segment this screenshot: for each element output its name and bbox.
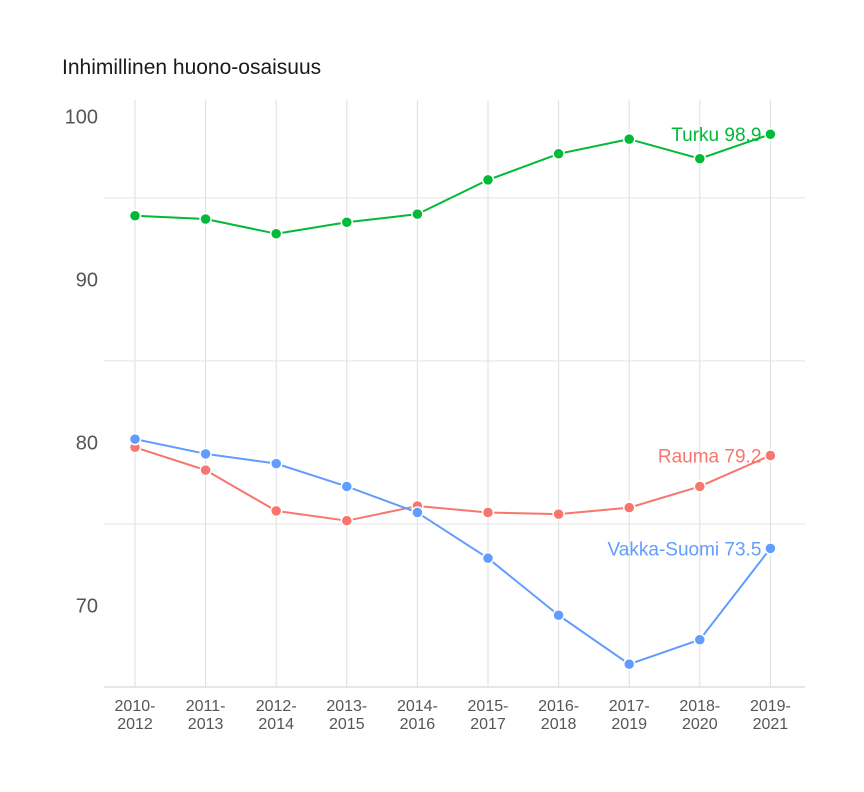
data-point-rauma [552, 507, 565, 521]
data-point-turku [340, 216, 354, 229]
data-point-turku [764, 127, 777, 141]
x-tick-label: 2011-2013 [186, 698, 226, 733]
data-point-rauma [199, 463, 212, 477]
data-point-rauma [764, 449, 777, 462]
end-label-turku: Turku 98.9 [671, 125, 761, 146]
grid-layer [104, 100, 805, 687]
label-layer: Turku 98.9 Rauma 79.2 Vakka-Suomi 73.5 [608, 125, 762, 560]
x-tick-label: 2015-2017 [468, 698, 509, 733]
data-point-turku [128, 209, 142, 223]
data-point-vakka-suomi [411, 506, 424, 519]
data-point-turku [622, 132, 636, 146]
y-tick-label: 80 [76, 432, 98, 454]
x-tick-label: 2018-2020 [679, 698, 720, 733]
x-tick-label: 2013-2015 [326, 698, 367, 733]
series-layer [128, 127, 777, 671]
data-point-turku [269, 227, 283, 240]
y-tick-label: 90 [76, 269, 98, 291]
x-tick-label: 2016-2018 [538, 698, 579, 733]
data-point-turku [693, 152, 707, 165]
end-label-vakka-suomi: Vakka-Suomi 73.5 [608, 539, 762, 560]
data-point-rauma [269, 504, 283, 518]
data-point-vakka-suomi [552, 609, 565, 622]
data-point-vakka-suomi [481, 551, 495, 565]
data-point-turku [552, 147, 565, 161]
x-tick-label: 2010-2012 [115, 698, 156, 733]
x-tick-label: 2012-2014 [256, 698, 297, 733]
data-point-vakka-suomi [764, 542, 777, 555]
series-line-vakka-suomi [134, 438, 772, 666]
data-point-rauma [622, 501, 636, 514]
series-line-rauma [134, 446, 771, 522]
end-label-rauma: Rauma 79.2 [658, 446, 762, 467]
x-tick-label: 2014-2016 [397, 698, 438, 733]
data-point-rauma [340, 514, 354, 527]
data-point-vakka-suomi [693, 633, 707, 646]
x-tick-label: 2017-2019 [609, 698, 650, 733]
axis-layer: 70 80 90 100 2010-2012 2011-2013 2012-2014 2013… [65, 106, 805, 733]
series-line-turku [134, 133, 771, 235]
data-point-turku [481, 173, 495, 187]
data-point-vakka-suomi [128, 432, 142, 446]
data-point-rauma [481, 506, 495, 519]
data-point-turku [199, 212, 212, 226]
data-point-vakka-suomi [269, 457, 283, 470]
chart-title: Inhimillinen huono-osaisuus [62, 56, 322, 79]
data-point-vakka-suomi [199, 447, 212, 461]
data-point-vakka-suomi [340, 480, 354, 493]
y-tick-label: 100 [65, 106, 98, 128]
data-point-rauma [693, 480, 707, 493]
y-tick-label: 70 [76, 595, 98, 617]
x-tick-label: 2019-2021 [750, 698, 791, 733]
data-point-vakka-suomi [622, 657, 636, 671]
data-point-turku [411, 207, 424, 221]
